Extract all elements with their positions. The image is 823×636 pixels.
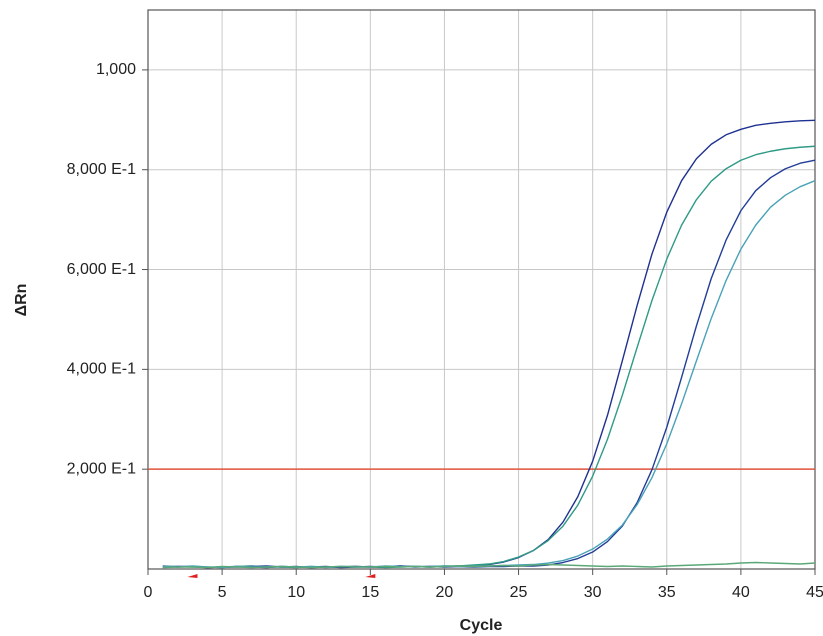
y-tick-label: 8,000 E-1	[67, 161, 136, 178]
x-tick-label: 15	[361, 584, 379, 601]
x-tick-label: 20	[436, 584, 454, 601]
y-tick-label: 2,000 E-1	[67, 460, 136, 477]
x-tick-label: 25	[510, 584, 528, 601]
x-tick-label: 5	[218, 584, 227, 601]
x-tick-label: 45	[806, 584, 823, 601]
amplification-curve	[162, 159, 816, 569]
amplification-curve	[162, 119, 816, 569]
x-tick-label: 35	[658, 584, 676, 601]
y-axis-title: ΔRn	[13, 284, 30, 317]
x-tick-label: 30	[584, 584, 602, 601]
x-tick-label: 0	[144, 584, 153, 601]
baseline-marker	[187, 574, 198, 578]
y-tick-label: 6,000 E-1	[67, 261, 136, 278]
y-tick-label: 4,000 E-1	[67, 361, 136, 378]
x-axis-title: Cycle	[460, 617, 503, 634]
x-tick-label: 10	[287, 584, 305, 601]
amplification-curve	[162, 180, 816, 569]
amplification-curve	[162, 145, 816, 569]
y-tick-label: 1,000	[96, 61, 136, 78]
x-tick-label: 40	[732, 584, 750, 601]
amplification-curve	[162, 561, 816, 569]
baseline-marker	[365, 574, 376, 578]
plot-frame	[147, 9, 816, 570]
